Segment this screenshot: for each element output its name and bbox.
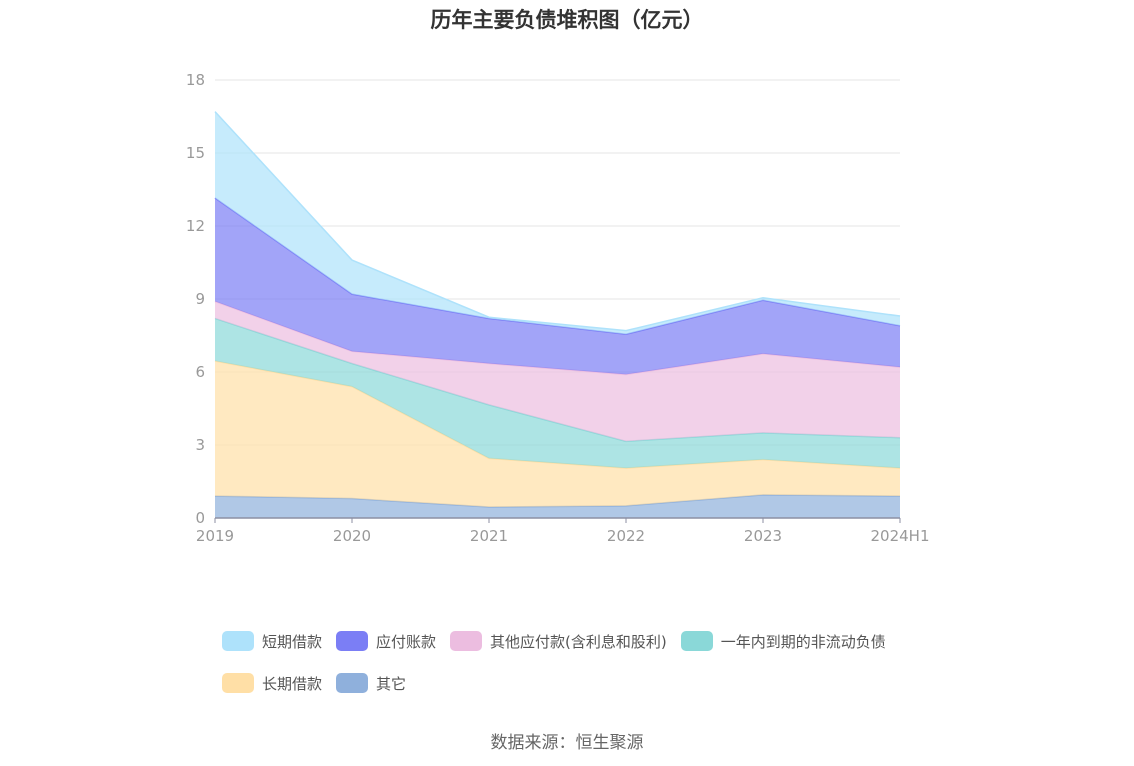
legend-swatch [450, 631, 483, 651]
y-tick-label: 0 [195, 509, 205, 527]
legend-swatch [336, 673, 369, 693]
legend-label: 其它 [376, 674, 407, 693]
area-series-4[interactable] [215, 198, 900, 375]
legend-label: 长期借款 [262, 674, 323, 693]
chart-legend: 短期借款 应付账款 其他应付款(含利息和股利) 一年内到期的非流动负债长期借款 其它 [222, 630, 942, 694]
legend-swatch [680, 631, 713, 651]
y-tick-label: 12 [186, 217, 205, 235]
y-tick-label: 9 [195, 290, 205, 308]
legend-item[interactable]: 其他应付款(含利息和股利) [450, 630, 667, 652]
y-tick-label: 6 [195, 363, 205, 381]
area-series-layer [214, 111, 901, 518]
area-series-2[interactable] [215, 318, 900, 469]
legend-swatch [336, 631, 369, 651]
axes: 0 3 6 9 12 15 18 2019 2020 2021 2022 2023 2024H1 [186, 71, 930, 545]
x-tick-label: 2023 [744, 527, 782, 545]
x-tick-label: 2019 [196, 527, 234, 545]
area-series-1[interactable] [215, 361, 900, 508]
legend-item[interactable]: 应付账款 [336, 630, 436, 652]
x-tick-label: 2020 [333, 527, 371, 545]
legend-label: 应付账款 [376, 632, 437, 651]
legend-label: 其他应付款(含利息和股利) [490, 632, 667, 651]
chart-title: 历年主要负债堆积图（亿元） [430, 8, 704, 32]
data-source-note: 数据来源：恒生聚源 [490, 733, 644, 753]
area-series-5[interactable] [215, 111, 900, 335]
legend-label: 一年内到期的非流动负债 [720, 632, 886, 651]
area-series-line-5 [214, 111, 901, 332]
legend-item[interactable]: 长期借款 [222, 672, 322, 694]
x-tick-label: 2021 [470, 527, 508, 545]
y-tick-label: 3 [195, 436, 205, 454]
legend-label: 短期借款 [262, 632, 323, 651]
stacked-area-chart: 0 3 6 9 12 15 18 2019 2020 2021 2022 2023 2024H1 [186, 71, 930, 545]
legend-swatch [222, 631, 254, 651]
x-tick-label: 2022 [607, 527, 645, 545]
legend-item[interactable]: 其它 [336, 672, 406, 694]
legend-swatch [222, 673, 254, 693]
x-tick-label: 2024H1 [871, 527, 930, 545]
y-tick-label: 18 [186, 71, 205, 89]
y-tick-label: 15 [186, 144, 205, 162]
area-series-3[interactable] [215, 301, 900, 442]
legend-item[interactable]: 一年内到期的非流动负债 [680, 630, 886, 652]
legend-item[interactable]: 短期借款 [222, 630, 322, 652]
